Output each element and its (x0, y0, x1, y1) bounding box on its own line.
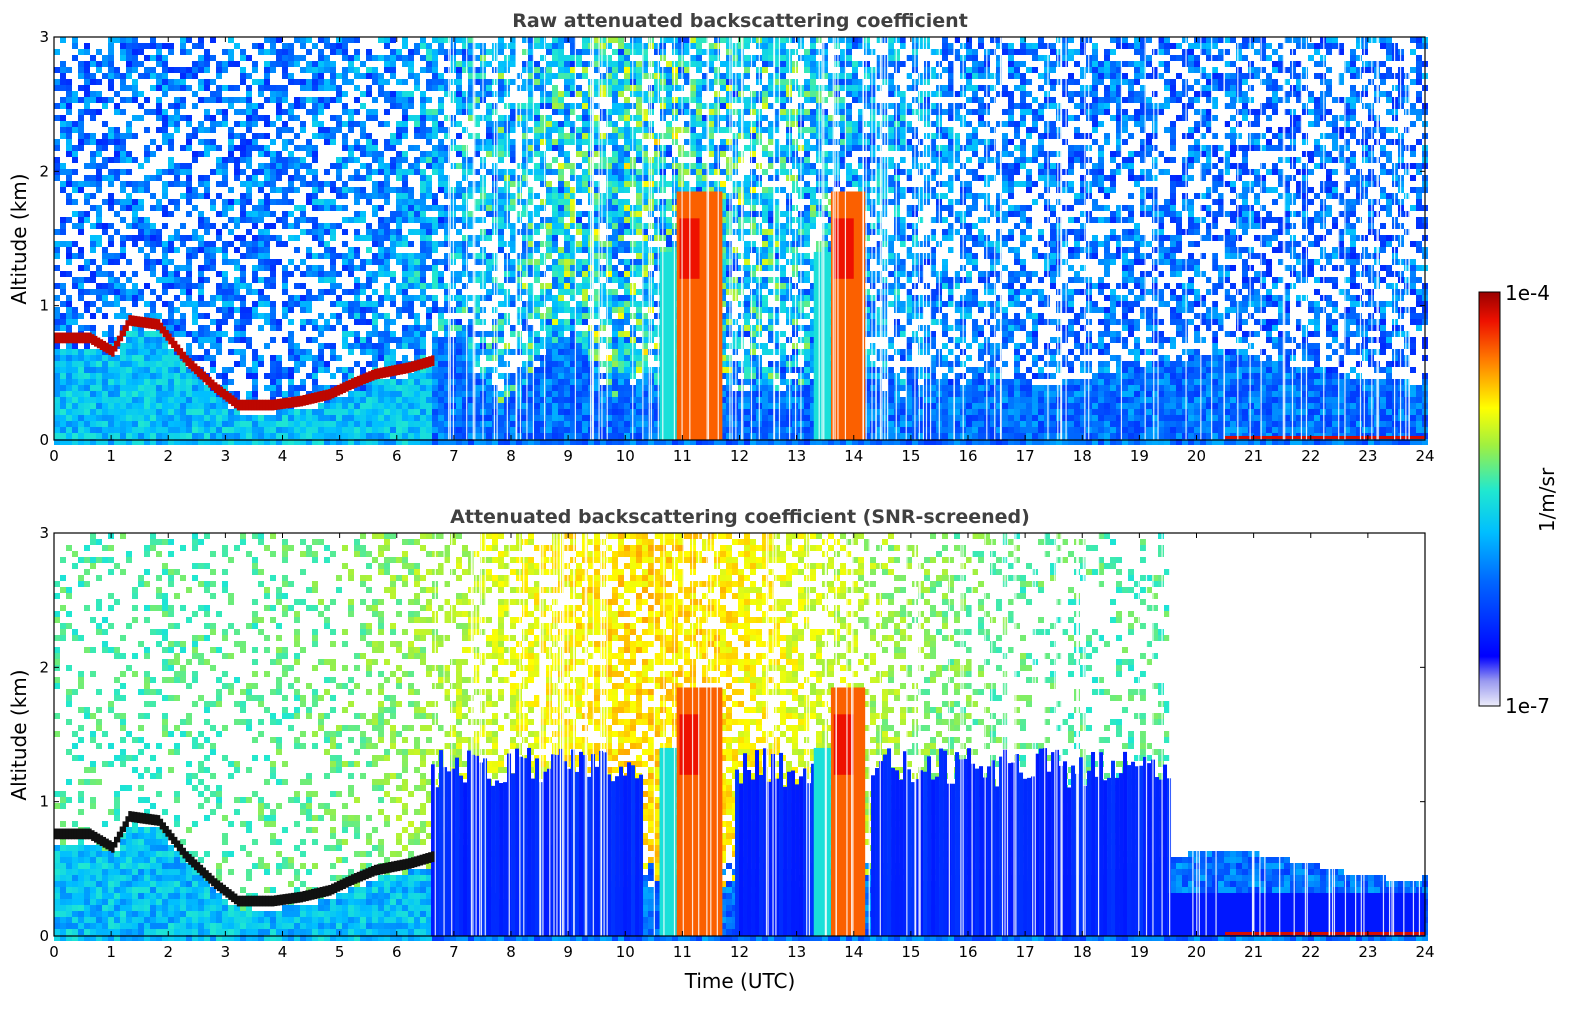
x-tick-label: 0 (49, 447, 59, 465)
x-tick-label: 20 (1187, 943, 1206, 961)
x-tick-label: 0 (49, 943, 59, 961)
x-tick-label: 19 (1130, 447, 1149, 465)
x-tick-label: 8 (506, 447, 516, 465)
x-tick-label: 6 (392, 447, 402, 465)
x-tick-label: 7 (449, 943, 459, 961)
x-tick-label: 19 (1130, 943, 1149, 961)
x-tick-label: 16 (958, 447, 977, 465)
x-tick-label: 3 (221, 943, 231, 961)
x-tick-label: 12 (730, 447, 749, 465)
panel-snr: Attenuated backscattering coefficient (S… (7, 506, 1435, 993)
colorbar-min-label: 1e-7 (1505, 694, 1550, 718)
colorbar: 1e-4 1e-7 1/m/sr (1478, 281, 1559, 718)
x-tick-label: 21 (1244, 943, 1263, 961)
panel-snr-y-label: Altitude (km) (7, 669, 31, 800)
panel-snr-heatmap (54, 533, 1428, 941)
x-tick-label: 13 (787, 447, 806, 465)
y-tick-label: 3 (39, 28, 49, 46)
x-tick-label: 23 (1358, 943, 1377, 961)
panel-raw-heatmap (54, 37, 1428, 445)
x-tick-label: 4 (278, 447, 288, 465)
x-tick-label: 12 (730, 943, 749, 961)
colorbar-max-label: 1e-4 (1505, 281, 1550, 305)
x-tick-label: 15 (901, 943, 920, 961)
x-tick-label: 7 (449, 447, 459, 465)
x-tick-label: 5 (335, 447, 345, 465)
x-tick-label: 6 (392, 943, 402, 961)
panel-snr-y-ticks: 0 1 2 3 (39, 524, 1425, 945)
y-tick-label: 1 (39, 793, 49, 811)
y-tick-label: 0 (39, 431, 49, 449)
panel-snr-title: Attenuated backscattering coefficient (S… (450, 506, 1030, 528)
x-tick-label: 3 (221, 447, 231, 465)
x-tick-label: 11 (673, 447, 692, 465)
x-tick-label: 17 (1016, 943, 1035, 961)
x-tick-label: 18 (1073, 447, 1092, 465)
x-tick-label: 16 (958, 943, 977, 961)
x-tick-label: 21 (1244, 447, 1263, 465)
x-tick-label: 22 (1301, 447, 1320, 465)
y-tick-label: 2 (39, 162, 49, 180)
x-tick-label: 20 (1187, 447, 1206, 465)
x-tick-label: 23 (1358, 447, 1377, 465)
x-tick-label: 14 (844, 943, 863, 961)
y-tick-label: 3 (39, 524, 49, 542)
colorbar-unit-label: 1/m/sr (1535, 467, 1559, 532)
x-axis-label: Time (UTC) (684, 969, 796, 993)
x-tick-label: 5 (335, 943, 345, 961)
y-tick-label: 2 (39, 658, 49, 676)
x-tick-label: 2 (163, 447, 173, 465)
x-tick-label: 17 (1016, 447, 1035, 465)
y-tick-label: 0 (39, 927, 49, 945)
x-tick-label: 4 (278, 943, 288, 961)
x-tick-label: 24 (1415, 447, 1434, 465)
x-tick-label: 9 (563, 447, 573, 465)
x-tick-label: 18 (1073, 943, 1092, 961)
y-tick-label: 1 (39, 297, 49, 315)
colorbar-gradient (1478, 291, 1501, 707)
x-tick-label: 8 (506, 943, 516, 961)
x-tick-label: 1 (106, 447, 116, 465)
panel-raw-y-ticks: 0 1 2 3 (39, 28, 1425, 449)
panel-snr-x-ticks: 0 1 2 3 4 5 6 7 8 9 10 11 12 13 14 15 16 17 18 19 20 21 22 23 24 (49, 533, 1435, 961)
x-tick-label: 22 (1301, 943, 1320, 961)
x-tick-label: 11 (673, 943, 692, 961)
panel-raw-x-ticks: 0 1 2 3 4 5 6 7 8 9 10 11 12 13 14 15 16 17 18 19 20 21 22 23 24 (49, 37, 1435, 465)
x-tick-label: 10 (616, 447, 635, 465)
x-tick-label: 9 (563, 943, 573, 961)
panel-raw-title: Raw attenuated backscattering coefficien… (512, 10, 968, 32)
x-tick-label: 10 (616, 943, 635, 961)
x-tick-label: 15 (901, 447, 920, 465)
panel-raw: Raw attenuated backscattering coefficien… (7, 10, 1435, 465)
x-tick-label: 2 (163, 943, 173, 961)
x-tick-label: 14 (844, 447, 863, 465)
panel-raw-y-label: Altitude (km) (7, 173, 31, 304)
x-tick-label: 1 (106, 943, 116, 961)
x-tick-label: 24 (1415, 943, 1434, 961)
x-tick-label: 13 (787, 943, 806, 961)
